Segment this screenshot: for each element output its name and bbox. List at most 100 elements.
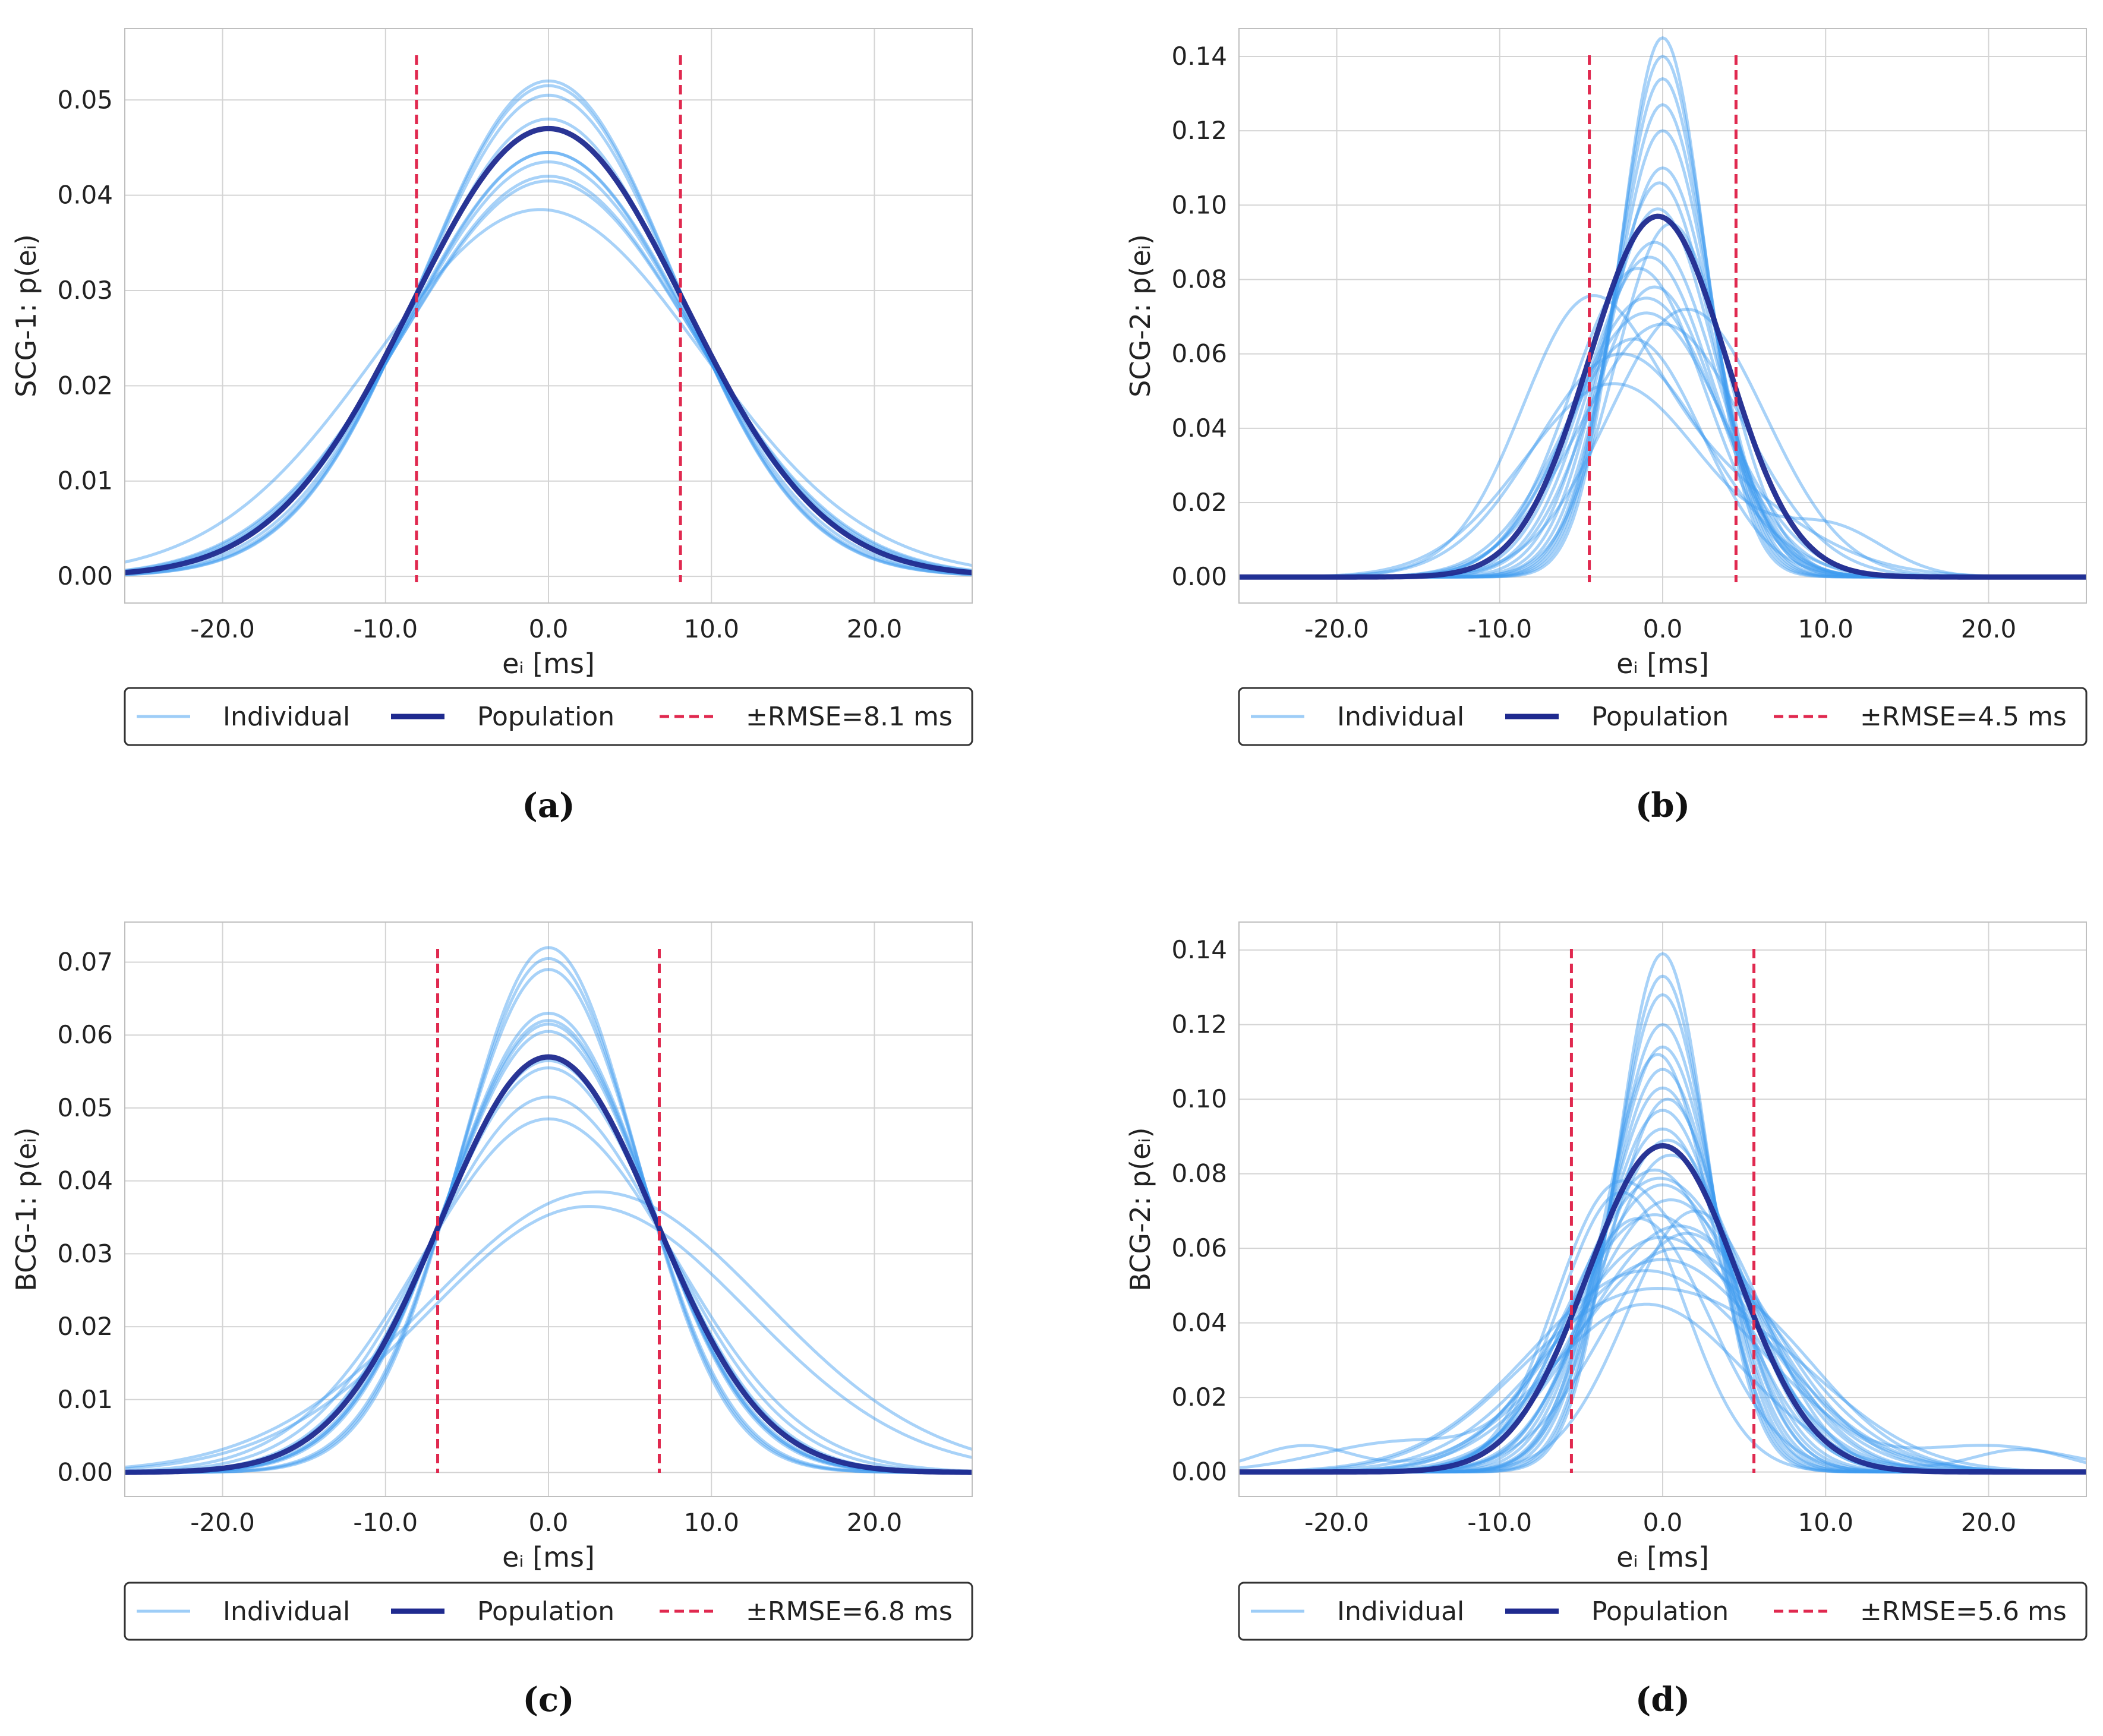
curves (1239, 36, 2086, 580)
y-tick-label: 0.04 (1171, 1308, 1227, 1337)
individual-curve (1239, 1246, 2086, 1473)
individual-curve (1239, 1302, 2086, 1468)
y-tick-label: 0.00 (57, 561, 113, 591)
legend-population-label: Population (477, 702, 614, 732)
panel-d: -20.0 -10.0 0.0 10.0 20.0 0.00 0.02 0.04 0.06 0.0… (1124, 921, 2088, 1719)
y-tick-label: 0.00 (57, 1458, 113, 1487)
y-axis-title: BCG-1: p(eᵢ) (10, 1127, 42, 1291)
legend: Individual Population ±RMSE=4.5 ms (1238, 687, 2088, 746)
x-tick-label: -10.0 (353, 614, 418, 643)
individual-curve (125, 79, 972, 576)
x-tick-label: 0.0 (1643, 1508, 1683, 1537)
y-tick-label: 0.05 (57, 85, 113, 114)
y-tick-label: 0.08 (1171, 264, 1227, 293)
legend-rmse-label: ±RMSE=5.6 ms (1860, 1596, 2067, 1627)
individual-curve (125, 968, 972, 1474)
y-tick-label: 0.12 (1171, 1010, 1227, 1039)
x-axis-title: eᵢ [ms] (1616, 648, 1709, 680)
x-tick-label: 20.0 (1961, 614, 2017, 643)
individual-curve (125, 175, 972, 573)
legend-box (1238, 687, 2088, 746)
y-tick-label: 0.02 (1171, 488, 1227, 517)
y-tick-label: 0.14 (1171, 935, 1227, 964)
y-tick-label: 0.08 (1171, 1159, 1227, 1188)
x-tick-label: 10.0 (1798, 614, 1853, 643)
individual-curve (125, 208, 972, 567)
y-axis-title: SCG-2: p(eᵢ) (1124, 234, 1156, 397)
legend-rmse-label: ±RMSE=8.1 ms (746, 702, 953, 732)
y-tick-label: 0.06 (57, 1020, 113, 1049)
y-tick-label: 0.02 (1171, 1383, 1227, 1412)
legend: Individual Population ±RMSE=6.8 ms (124, 1582, 973, 1641)
x-tick-label: 0.0 (1643, 614, 1683, 643)
x-tick-label: 0.0 (529, 1508, 569, 1537)
individual-curve (1239, 1235, 2086, 1474)
y-tick-label: 0.14 (1171, 42, 1227, 71)
individual-curve (125, 84, 972, 576)
legend-population-label: Population (1591, 1596, 1729, 1627)
individual-curve (1239, 1176, 2086, 1470)
y-tick-label: 0.03 (57, 276, 113, 305)
y-tick-label: 0.04 (1171, 414, 1227, 443)
y-tick-label: 0.01 (57, 466, 113, 495)
individual-curve (125, 1022, 972, 1474)
individual-curve (1239, 382, 2086, 579)
panel-a: -20.0 -10.0 0.0 10.0 20.0 0.00 0.01 0.02 0.03 0.0… (10, 28, 973, 825)
plot-frame (124, 28, 973, 604)
y-tick-label: 0.12 (1171, 116, 1227, 145)
y-axis-title: SCG-1: p(eᵢ) (10, 234, 42, 397)
curves (1239, 952, 2086, 1475)
x-tick-label: 20.0 (847, 614, 903, 643)
individual-curve (1239, 294, 2086, 579)
individual-curve (125, 1190, 972, 1469)
population-curve (125, 1054, 972, 1475)
y-tick-label: 0.02 (57, 1312, 113, 1341)
individual-curve (125, 117, 972, 576)
y-axis-title: BCG-2: p(eᵢ) (1124, 1127, 1156, 1291)
legend-individual-label: Individual (1337, 1596, 1464, 1627)
legend-individual-label: Individual (1337, 702, 1464, 732)
y-tick-label: 0.10 (1171, 190, 1227, 219)
x-tick-label: 20.0 (847, 1508, 903, 1537)
individual-curve (1239, 1287, 2086, 1473)
x-tick-label: 10.0 (683, 1508, 739, 1537)
x-tick-label: -10.0 (353, 1508, 418, 1537)
individual-curve (125, 1205, 972, 1470)
y-tick-label: 0.00 (1171, 562, 1227, 591)
y-tick-label: 0.04 (57, 1166, 113, 1195)
x-axis-title: eᵢ [ms] (1616, 1541, 1709, 1573)
population-curve (125, 125, 972, 576)
x-axis-title: eᵢ [ms] (502, 648, 595, 680)
legend-individual-label: Individual (223, 1596, 350, 1627)
x-tick-label: -10.0 (1467, 1508, 1532, 1537)
population-curve (1239, 213, 2086, 580)
panel-caption: (c) (522, 1680, 574, 1719)
individual-curve (1239, 1269, 2086, 1473)
plot-frame (1238, 921, 2087, 1497)
x-tick-label: -20.0 (190, 1508, 255, 1537)
y-tick-label: 0.04 (57, 181, 113, 210)
y-tick-label: 0.06 (1171, 339, 1227, 368)
individual-curve (125, 957, 972, 1474)
x-tick-label: -20.0 (1304, 614, 1369, 643)
curves (125, 946, 972, 1475)
legend-population-label: Population (1591, 702, 1729, 732)
plot-frame (124, 921, 973, 1497)
plot-frame (1238, 28, 2087, 604)
curves (125, 79, 972, 576)
legend-individual-label: Individual (223, 702, 350, 732)
legend-population-label: Population (477, 1596, 614, 1627)
x-tick-label: -20.0 (190, 614, 255, 643)
population-curve (1239, 1143, 2086, 1475)
panel-c: -20.0 -10.0 0.0 10.0 20.0 0.00 0.01 0.02 0.03 0.0… (10, 921, 973, 1719)
x-tick-label: 10.0 (683, 614, 739, 643)
individual-curve (125, 1030, 972, 1474)
legend-rmse-label: ±RMSE=4.5 ms (1860, 702, 2067, 732)
legend: Individual Population ±RMSE=8.1 ms (124, 687, 973, 746)
y-tick-label: 0.05 (57, 1093, 113, 1122)
x-tick-label: 20.0 (1961, 1508, 2017, 1537)
individual-curve (125, 160, 972, 573)
y-tick-label: 0.07 (57, 947, 113, 976)
x-tick-label: -20.0 (1304, 1508, 1369, 1537)
